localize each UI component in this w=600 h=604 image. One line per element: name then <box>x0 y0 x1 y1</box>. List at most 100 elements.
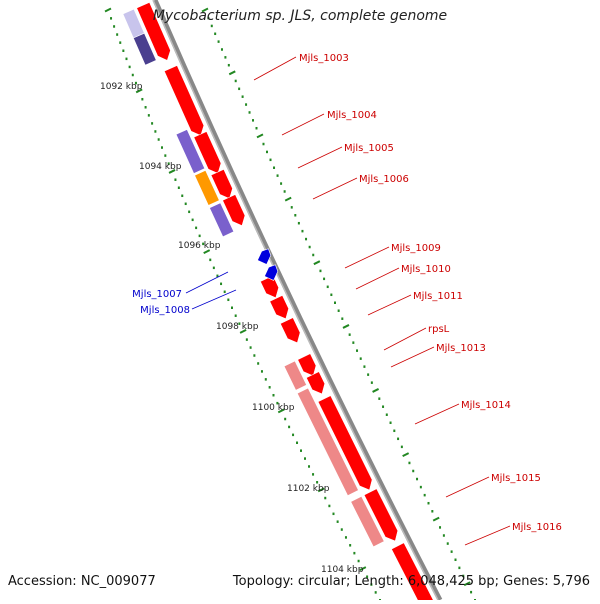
blue-gene-arrow <box>257 248 272 265</box>
tick-dot <box>262 142 265 146</box>
tick-dot <box>324 496 327 500</box>
label-leader-line <box>445 476 490 498</box>
gene-label[interactable]: Mjls_1011 <box>413 291 463 302</box>
tick-dot <box>385 413 388 416</box>
tick-mark <box>284 196 292 202</box>
cds-arrow <box>297 353 317 377</box>
tick-dot <box>141 97 144 101</box>
tick-dot <box>334 301 336 304</box>
tick-dot <box>349 544 352 547</box>
tick-dot <box>312 473 315 476</box>
gene-features <box>122 1 435 604</box>
tick-dot <box>344 536 347 539</box>
gene-label[interactable]: rpsL <box>428 324 450 335</box>
tick-dot <box>326 285 329 289</box>
tick-dot <box>214 32 217 36</box>
tick-dot <box>312 253 315 257</box>
gene-label[interactable]: Mjls_1005 <box>344 143 394 154</box>
tick-dot <box>209 258 212 262</box>
tick-dot <box>241 95 244 98</box>
tick-dot <box>128 65 131 69</box>
gene-label[interactable]: Mjls_1007 <box>132 289 182 300</box>
gene-label[interactable]: Mjls_1004 <box>327 110 377 121</box>
gene-label[interactable]: Mjls_1010 <box>401 264 451 275</box>
tick-dot <box>356 349 359 352</box>
tick-mark <box>359 566 367 572</box>
tick-dot <box>330 293 333 297</box>
tick-dot <box>382 405 385 408</box>
tick-dot <box>227 63 230 67</box>
tick-dot <box>245 338 248 341</box>
gene-label[interactable]: Mjls_1003 <box>299 53 349 64</box>
tick-dot <box>284 417 287 421</box>
feature-box <box>350 495 385 548</box>
cds-arrow <box>391 542 435 604</box>
tick-dot <box>300 449 303 452</box>
tick-dot <box>292 433 295 437</box>
tick-dot <box>268 386 271 389</box>
tick-dot <box>269 158 272 162</box>
tick-dot <box>248 111 251 114</box>
tick-dot <box>389 421 392 425</box>
tick-dot <box>257 362 260 365</box>
cds-arrow <box>163 65 205 136</box>
tick-dot <box>442 534 445 537</box>
accession-text: Accession: NC_009077 <box>8 574 156 589</box>
label-leader-line <box>312 177 358 200</box>
gene-label[interactable]: Mjls_1009 <box>391 243 441 254</box>
tick-dot <box>151 122 154 125</box>
label-leader-line <box>191 289 237 310</box>
tick-dot <box>116 33 119 36</box>
tick-dot <box>234 79 237 83</box>
tick-dot <box>273 166 276 169</box>
gene-label[interactable]: Mjls_1014 <box>461 400 511 411</box>
tick-dot <box>319 269 322 273</box>
tick-dot <box>332 512 335 516</box>
gene-label[interactable]: Mjls_1008 <box>140 305 190 316</box>
tick-dot <box>427 501 430 505</box>
tick-dot <box>157 138 160 141</box>
tick-dot <box>363 365 366 368</box>
tick-dot <box>181 194 184 198</box>
tick-dot <box>223 290 226 294</box>
scale-label: 1096 kbp <box>178 241 221 251</box>
label-leader-line <box>367 294 412 316</box>
tick-dot <box>276 401 279 405</box>
tick-mark <box>342 324 350 329</box>
tick-dot <box>110 17 113 20</box>
tick-dot <box>367 373 370 376</box>
tick-mark <box>104 7 112 13</box>
feature-box <box>283 360 307 391</box>
tick-dot <box>340 528 343 531</box>
gene-label[interactable]: Mjls_1006 <box>359 174 409 185</box>
tick-dot <box>177 186 180 189</box>
tick-mark <box>313 260 321 266</box>
blue-gene-shape <box>264 264 279 281</box>
tick-dot <box>174 178 177 181</box>
label-leader-line <box>464 525 511 546</box>
tick-dot <box>446 542 449 545</box>
gene-label[interactable]: Mjls_1015 <box>491 473 541 484</box>
gene-label[interactable]: Mjls_1016 <box>512 522 562 533</box>
tick-dot <box>439 526 442 529</box>
tick-dot <box>370 583 373 586</box>
tick-mark <box>372 388 380 393</box>
tick-dot <box>260 370 263 373</box>
gene-label[interactable]: Mjls_1013 <box>436 343 486 354</box>
tick-dot <box>431 510 434 513</box>
tick-mark <box>277 408 285 414</box>
tick-dot <box>336 520 339 523</box>
tick-dot <box>328 504 331 508</box>
label-leader-line <box>390 346 435 368</box>
tick-dot <box>348 333 351 336</box>
blue-gene-shape <box>257 248 272 265</box>
tick-dot <box>234 314 237 317</box>
tick-dot <box>195 226 198 230</box>
label-leader-line <box>414 403 460 425</box>
tick-dot <box>357 559 360 563</box>
tick-dot <box>119 41 122 44</box>
tick-dot <box>296 441 299 445</box>
backbone <box>152 0 443 602</box>
tick-dot <box>255 126 258 130</box>
